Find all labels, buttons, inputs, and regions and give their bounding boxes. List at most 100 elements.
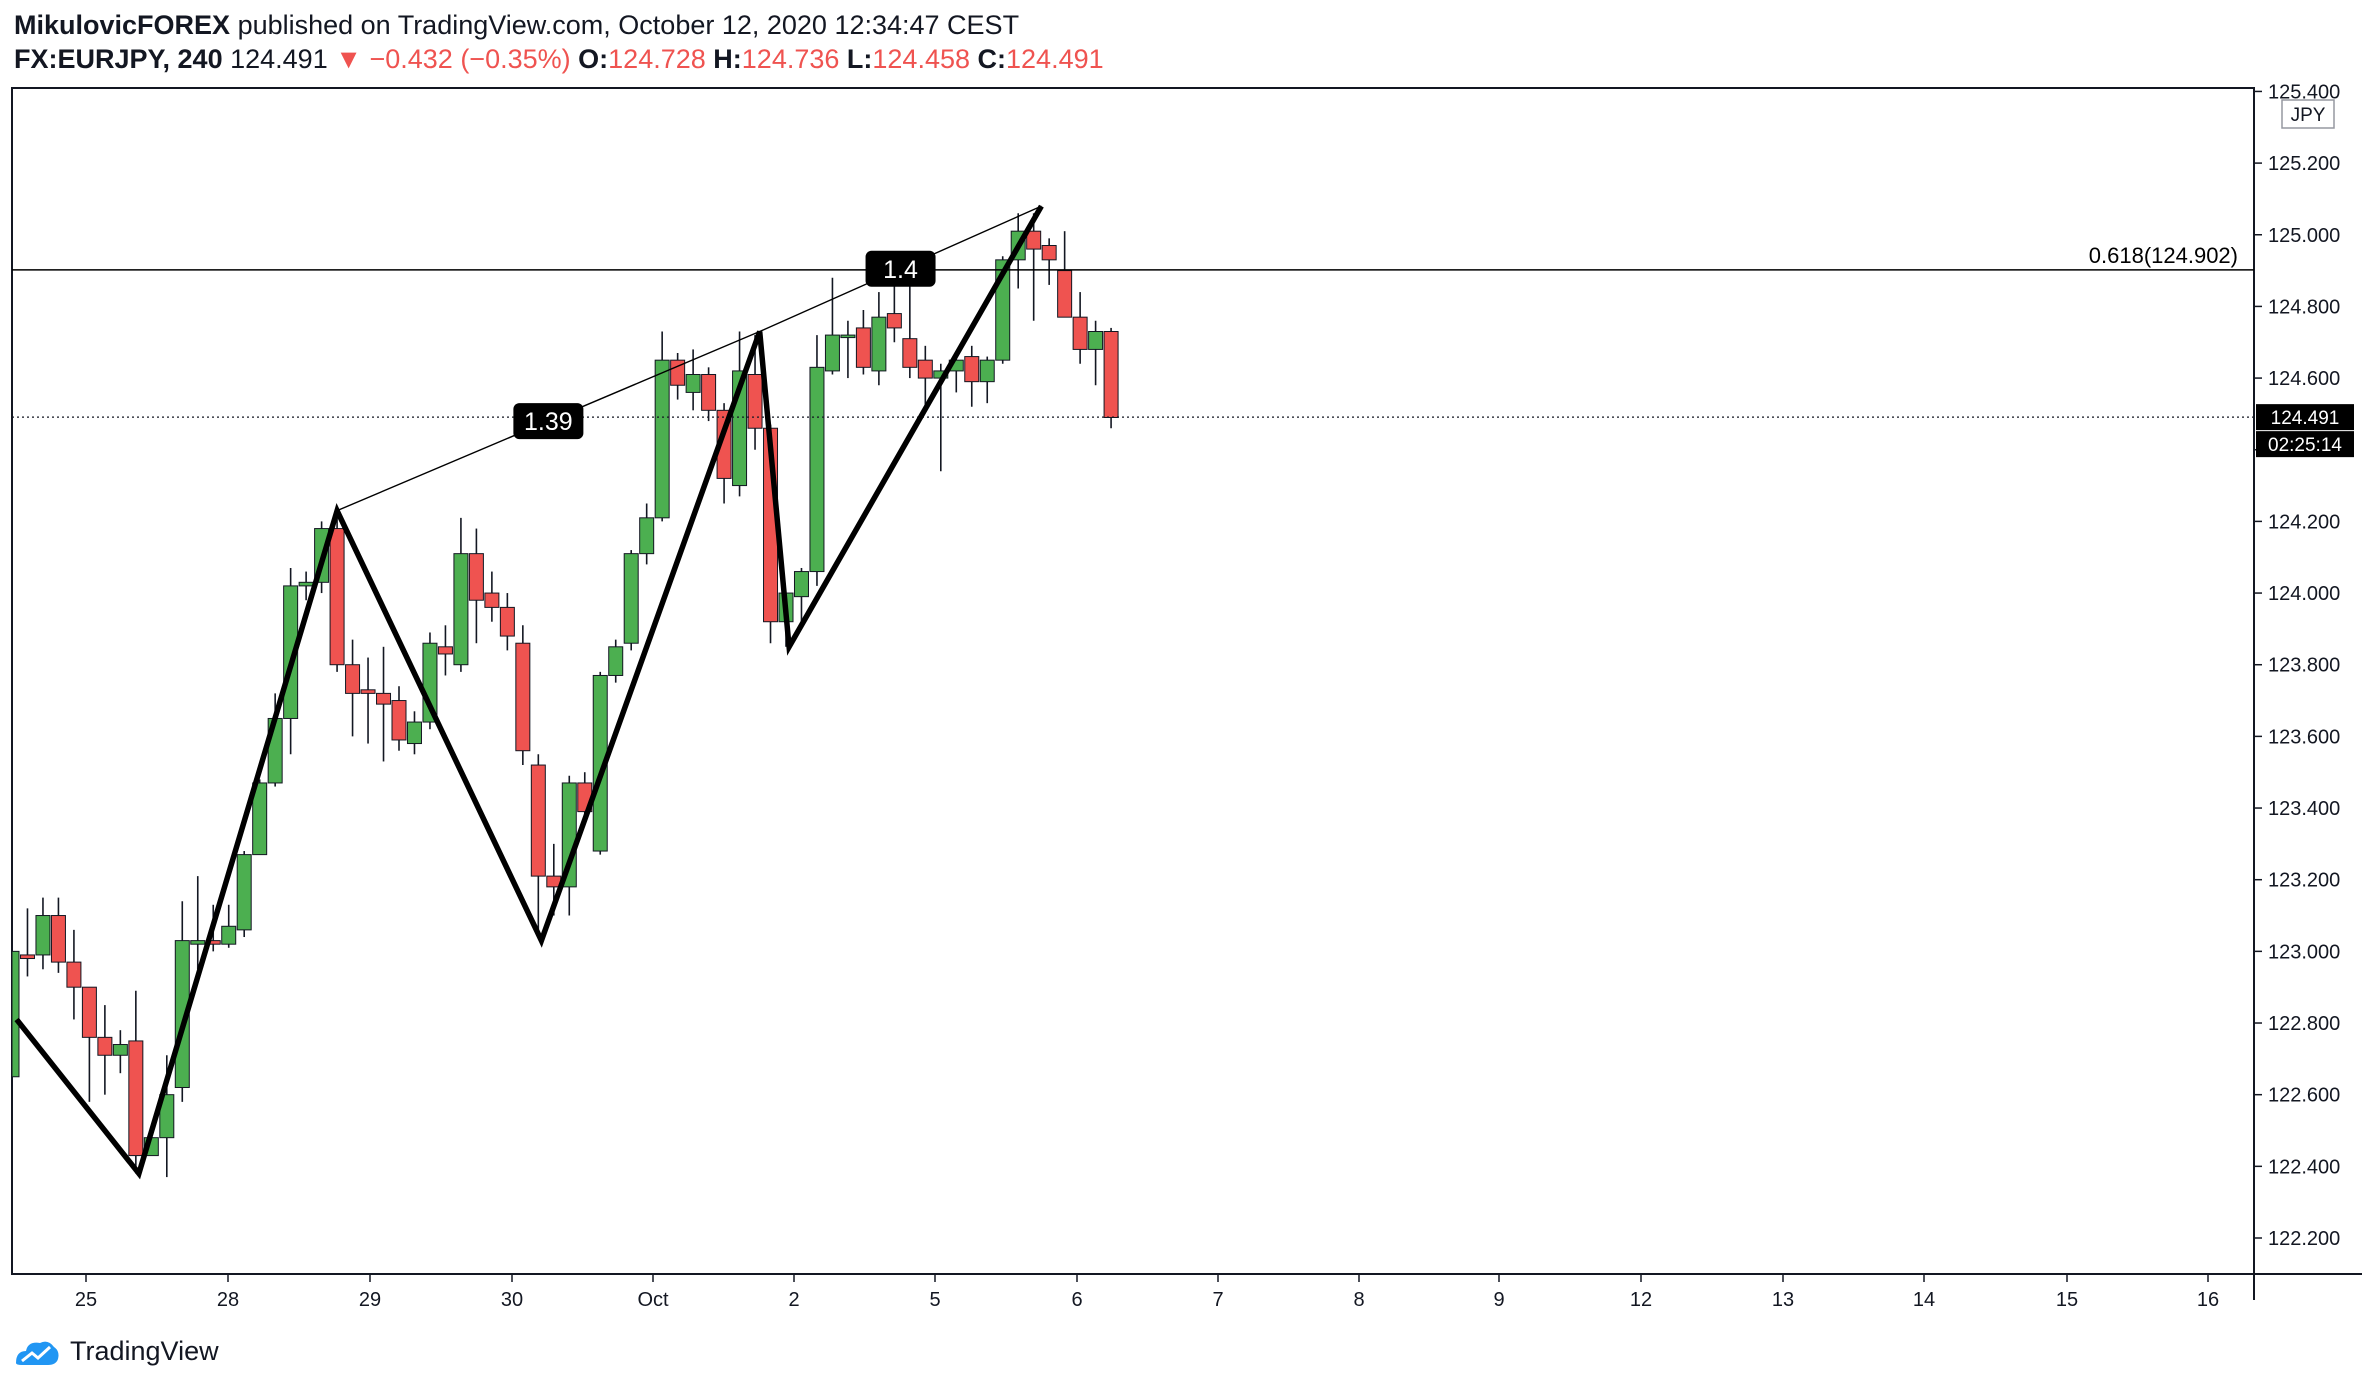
- price-tick-label: 122.800: [2268, 1013, 2340, 1035]
- candle-body-down: [855, 327, 871, 368]
- candle-body-down: [902, 338, 918, 368]
- high-label: H:: [713, 44, 742, 74]
- candle-body-up: [159, 1094, 175, 1139]
- candle-body-up: [35, 915, 51, 956]
- candle-body-down: [376, 692, 392, 705]
- price-axis[interactable]: 125.400 125.200 125.000 124.800 124.600 124.4…: [2254, 81, 2340, 1250]
- candle-body-down: [484, 592, 500, 608]
- candle-body-down: [964, 356, 980, 383]
- low-label: L:: [846, 44, 873, 74]
- candle-body-up: [840, 334, 856, 339]
- candle-body-up: [252, 782, 268, 856]
- publish-line: MikulovicFOREX published on TradingView.…: [14, 8, 1019, 42]
- candle-body-down: [468, 553, 484, 601]
- price-tick-label: 123.800: [2268, 655, 2340, 677]
- fib-level-label: 0.618(124.902): [2089, 243, 2238, 268]
- ohlc-line: FX:EURJPY, 240 124.491 ▼ −0.432 (−0.35%)…: [14, 42, 1104, 76]
- time-tick-label: 28: [217, 1289, 239, 1311]
- candle-body-up: [824, 334, 840, 372]
- candle-body-down: [1057, 270, 1073, 318]
- price-tick-label: 122.600: [2268, 1085, 2340, 1107]
- price-tick-label: 123.200: [2268, 870, 2340, 892]
- candle-body-down: [128, 1040, 144, 1157]
- ratio-label: 1.39: [524, 408, 573, 436]
- currency-box: [2281, 99, 2335, 129]
- candle-body-down: [360, 689, 376, 694]
- time-tick-label: 16: [2197, 1289, 2219, 1311]
- price-change: −0.432 (−0.35%): [369, 44, 571, 74]
- author-name[interactable]: MikulovicFOREX: [14, 10, 231, 40]
- last-price-badge-bg: [2256, 404, 2354, 431]
- candle-body-up: [1088, 331, 1104, 350]
- ratio-label-bg: [513, 403, 584, 440]
- published-text: published on TradingView.com, October 12…: [237, 10, 1020, 40]
- time-tick-label: 13: [1772, 1289, 1794, 1311]
- price-tick-label: 124.800: [2268, 296, 2340, 318]
- ratio-label-bg: [865, 250, 936, 287]
- low-value: 124.458: [872, 44, 970, 74]
- ratio-label: 1.4: [883, 256, 918, 284]
- pattern-path: [14, 204, 1044, 1180]
- time-axis[interactable]: 25 28 29 30 Oct 2 5 6 7 8 9 12 13 14 15 16: [75, 1274, 2219, 1311]
- time-tick-label: 30: [501, 1289, 523, 1311]
- time-tick-label: 29: [359, 1289, 381, 1311]
- open-label: O:: [578, 44, 609, 74]
- price-tick-label: 122.400: [2268, 1156, 2340, 1178]
- candle-body-up: [793, 571, 809, 598]
- candle-body-up: [112, 1044, 128, 1056]
- footer-brand[interactable]: TradingView: [14, 1336, 219, 1367]
- symbol-label[interactable]: FX:EURJPY, 240: [14, 44, 223, 74]
- time-tick-label: 15: [2056, 1289, 2078, 1311]
- time-tick-label: 6: [1071, 1289, 1082, 1311]
- candle-body-down: [670, 359, 686, 386]
- candle-body-up: [809, 366, 825, 573]
- candle-body-down: [97, 1036, 113, 1056]
- last-price-line: 124.491 02:25:14: [12, 404, 2354, 458]
- footer-brand-text: TradingView: [70, 1336, 219, 1366]
- candle-body-up: [639, 517, 655, 555]
- candle-body-down: [345, 664, 361, 694]
- candle-body-up: [623, 553, 639, 644]
- candle-body-up: [979, 359, 995, 383]
- countdown-badge-bg: [2256, 431, 2354, 458]
- candle-body-down: [437, 646, 453, 655]
- candle-body-up: [654, 359, 670, 519]
- tradingview-logo-icon: [16, 1341, 59, 1365]
- price-tick-label: 125.200: [2268, 153, 2340, 175]
- price-tick-label: 123.600: [2268, 726, 2340, 748]
- candle-body-up: [236, 854, 252, 931]
- time-tick-label: 12: [1630, 1289, 1652, 1311]
- candle-body-down: [1072, 316, 1088, 350]
- candle-body-down: [391, 700, 407, 741]
- candle-body-down: [701, 373, 717, 411]
- candle-body-down: [81, 986, 97, 1038]
- time-tick-label: 25: [75, 1289, 97, 1311]
- open-value: 124.728: [608, 44, 706, 74]
- candle-body-down: [329, 528, 345, 666]
- high-value: 124.736: [741, 44, 840, 74]
- candle-body-down: [499, 606, 515, 637]
- candle-body-up: [190, 940, 206, 945]
- candle-body-down: [747, 373, 763, 429]
- currency-label: JPY: [2291, 105, 2326, 126]
- price-tick-label: 124.000: [2268, 583, 2340, 605]
- candle-body-up: [453, 553, 469, 666]
- close-value: 124.491: [1006, 44, 1104, 74]
- price-tick-label: 125.400: [2268, 81, 2340, 103]
- last-price: 124.491: [230, 44, 328, 74]
- candle-body-down: [1041, 245, 1057, 261]
- plot-frame: [11, 87, 2255, 1275]
- price-chart[interactable]: 125.400 125.200 125.000 124.800 124.600 124.4…: [0, 0, 2376, 1330]
- close-label: C:: [977, 44, 1007, 74]
- price-tick-label: 123.000: [2268, 941, 2340, 963]
- price-tick-label: 124.600: [2268, 368, 2340, 390]
- candle-body-down: [917, 359, 933, 379]
- time-tick-label: 5: [929, 1289, 940, 1311]
- candle-body-down: [886, 313, 902, 329]
- candle-body-down: [1026, 230, 1042, 250]
- fib-line: 0.618(124.902): [12, 243, 2254, 271]
- candle-body-down: [66, 961, 82, 988]
- candle-body-up: [221, 925, 237, 945]
- chart-labels: 1.39 1.4: [513, 250, 936, 440]
- time-tick-label: 7: [1212, 1289, 1223, 1311]
